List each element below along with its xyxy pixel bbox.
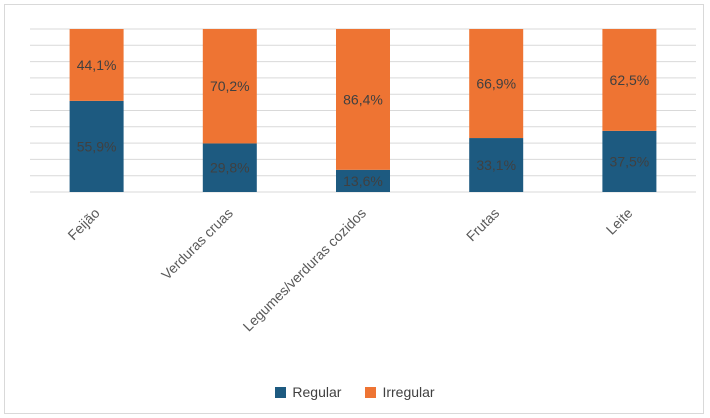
legend-swatch-irregular	[365, 386, 377, 398]
bar-regular-3	[469, 138, 524, 192]
data-label-irregular-1: 70,2%	[210, 78, 250, 94]
bar-irregular-3	[469, 29, 524, 139]
bar-irregular-4	[602, 29, 657, 131]
data-label-regular-4: 37,5%	[610, 153, 650, 169]
data-label-irregular-0: 44,1%	[77, 57, 117, 73]
category-label-4: Leite	[603, 205, 636, 238]
legend-label-irregular: Irregular	[382, 384, 435, 400]
data-label-regular-3: 33,1%	[476, 157, 516, 173]
category-label-0: Feijão	[64, 205, 102, 243]
category-label-1: Verduras cruas	[158, 205, 236, 283]
legend-item-irregular: Irregular	[365, 384, 435, 400]
data-label-regular-1: 29,8%	[210, 160, 250, 176]
data-label-regular-0: 55,9%	[77, 138, 117, 154]
bar-regular-0	[69, 100, 124, 192]
bar-irregular-1	[202, 29, 257, 144]
bar-regular-1	[202, 143, 257, 192]
bar-regular-4	[602, 130, 657, 192]
data-label-irregular-4: 62,5%	[610, 72, 650, 88]
bar-irregular-2	[336, 29, 390, 170]
category-label-3: Frutas	[463, 205, 502, 244]
legend-swatch-regular	[275, 386, 287, 398]
legend: Regular Irregular	[0, 384, 710, 400]
data-label-irregular-2: 86,4%	[343, 91, 383, 107]
data-label-irregular-3: 66,9%	[476, 76, 516, 92]
bar-irregular-0	[69, 29, 124, 101]
legend-item-regular: Regular	[275, 384, 341, 400]
data-label-regular-2: 13,6%	[343, 173, 383, 189]
category-label-2: Legumes/verduras cozidos	[239, 205, 369, 335]
bar-regular-2	[336, 169, 390, 192]
legend-label-regular: Regular	[292, 384, 342, 400]
